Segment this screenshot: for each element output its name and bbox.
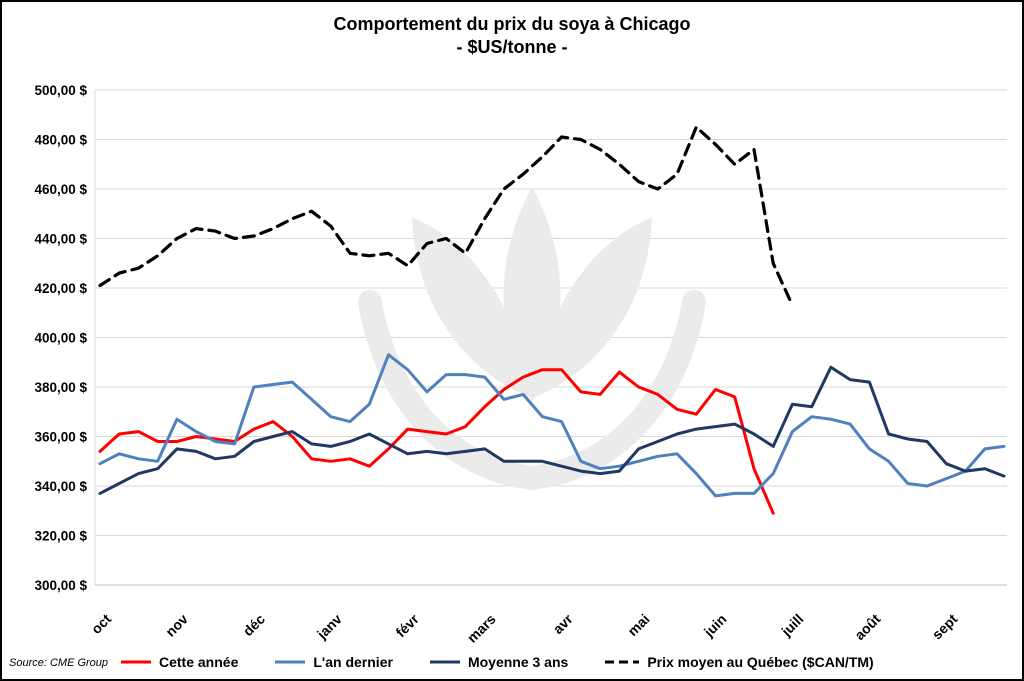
x-tick-label: mars: [464, 611, 499, 646]
data-series: [98, 125, 1006, 515]
x-tick-label: oct: [88, 611, 114, 637]
x-tick-label: févr: [392, 610, 422, 640]
legend-label-quebec: Prix moyen au Québec ($CAN/TM): [647, 654, 874, 670]
source-note: Source: CME Group: [9, 657, 109, 669]
x-tick-label: avr: [550, 610, 577, 637]
legend-item-quebec: Prix moyen au Québec ($CAN/TM): [604, 654, 874, 670]
series-quebec: [98, 125, 795, 307]
legend-label-last-year: L'an dernier: [313, 654, 393, 670]
y-tick-label: 420,00 $: [34, 281, 87, 296]
gridlines: [94, 89, 1007, 586]
chart-title: Comportement du prix du soya à Chicago: [333, 14, 691, 34]
legend-item-avg-3y: Moyenne 3 ans: [429, 654, 568, 670]
last-year-line-swatch: [275, 660, 306, 664]
x-tick-label: sept: [929, 611, 961, 643]
x-tick-label: juill: [777, 611, 806, 640]
series-last-year: [98, 353, 1006, 498]
x-tick-label: nov: [162, 611, 191, 640]
y-tick-label: 300,00 $: [34, 578, 87, 593]
y-tick-label: 400,00 $: [34, 331, 87, 346]
y-tick-label: 500,00 $: [34, 83, 87, 98]
x-tick-label: déc: [240, 611, 269, 640]
y-tick-label: 360,00 $: [34, 430, 87, 445]
avg-3y-line-swatch: [429, 660, 460, 664]
this-year-line-swatch: [121, 660, 151, 664]
legend: Cette année L'an dernier Moyenne 3 ans P…: [120, 654, 874, 670]
x-tick-label: juin: [700, 611, 730, 641]
y-tick-label: 480,00 $: [34, 133, 87, 148]
y-tick-label: 340,00 $: [34, 479, 87, 494]
legend-label-avg-3y: Moyenne 3 ans: [467, 654, 569, 670]
y-tick-label: 440,00 $: [34, 232, 87, 247]
y-tick-label: 380,00 $: [34, 380, 87, 395]
y-tick-label: 320,00 $: [34, 529, 87, 544]
chart-subtitle: - $US/tonne -: [456, 37, 568, 57]
quebec-dashed-line-swatch: [605, 660, 640, 664]
x-tick-label: janv: [313, 611, 345, 643]
y-tick-label: 460,00 $: [34, 182, 87, 197]
series-avg-3y: [98, 365, 1006, 495]
x-tick-label: août: [851, 611, 883, 643]
legend-item-this-year: Cette année: [120, 654, 238, 670]
legend-item-last-year: L'an dernier: [274, 654, 393, 670]
x-tick-label: mai: [624, 611, 652, 639]
watermark-logo: [358, 187, 706, 490]
legend-label-this-year: Cette année: [159, 654, 239, 670]
